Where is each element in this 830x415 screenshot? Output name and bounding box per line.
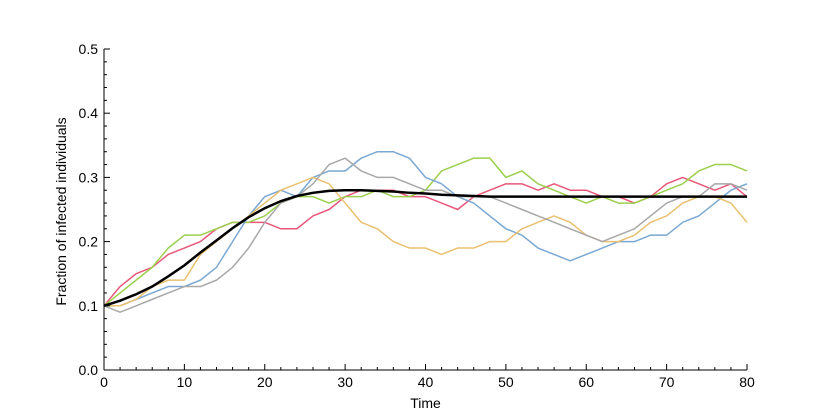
x-tick-label: 20 (257, 374, 273, 390)
x-tick-label: 70 (659, 374, 675, 390)
y-tick-label: 0.1 (79, 298, 99, 314)
y-axis-title: Fraction of infected individuals (53, 117, 69, 305)
x-tick-label: 0 (100, 374, 108, 390)
mean-series-line (103, 188, 747, 307)
plot-series (103, 150, 748, 313)
series-line-5 (103, 157, 748, 313)
y-tick-label: 0.5 (79, 41, 99, 57)
y-tick-label: 0.0 (79, 362, 99, 378)
x-tick-label: 80 (739, 374, 755, 390)
series-line-3 (104, 150, 748, 307)
y-tick-label: 0.2 (79, 234, 99, 250)
y-tick-label: 0.4 (79, 105, 99, 121)
axes: 0 10 20 30 40 50 60 70 80 0.0 0.1 0.2 0.3 0.4 0.5 (79, 41, 755, 390)
x-tick-label: 60 (578, 374, 594, 390)
x-tick-label: 30 (337, 374, 353, 390)
x-tick-label: 50 (498, 374, 514, 390)
series-line-2 (103, 157, 748, 307)
x-tick-label: 10 (177, 374, 193, 390)
x-axis-title: Time (410, 395, 441, 411)
y-tick-label: 0.3 (79, 169, 99, 185)
x-tick-label: 40 (418, 374, 434, 390)
